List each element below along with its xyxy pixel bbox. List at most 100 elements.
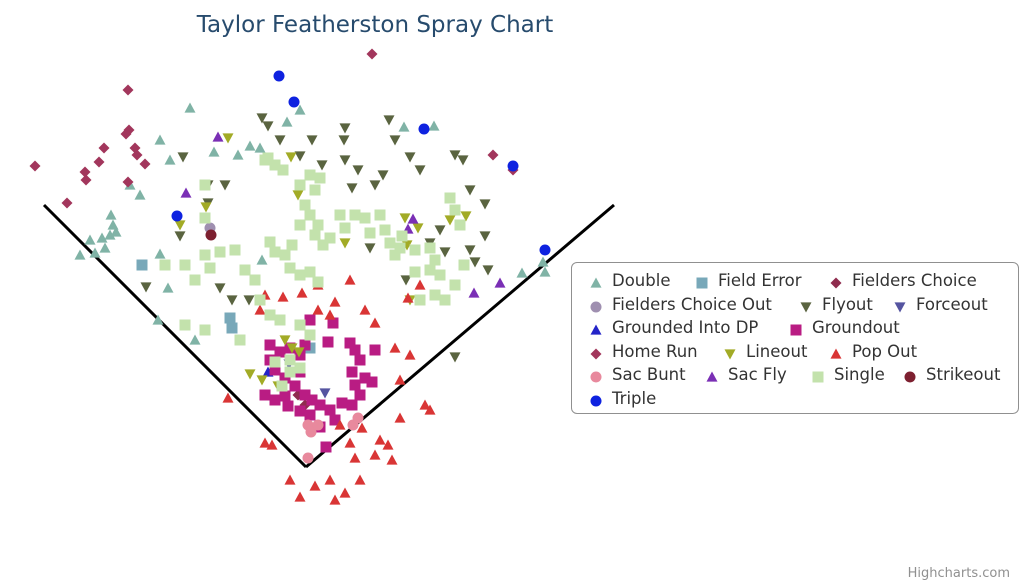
point-lineout[interactable]: [244, 369, 256, 380]
point-triple[interactable]: [288, 96, 300, 108]
point-double[interactable]: [294, 104, 306, 115]
point-groundout[interactable]: [354, 354, 366, 366]
point-groundout[interactable]: [349, 379, 361, 391]
point-single[interactable]: [294, 319, 306, 331]
point-double[interactable]: [105, 209, 117, 220]
point-sac-fly[interactable]: [180, 187, 192, 198]
point-single[interactable]: [294, 269, 306, 281]
point-single[interactable]: [374, 209, 386, 221]
point-double[interactable]: [96, 232, 108, 243]
point-flyout[interactable]: [214, 283, 226, 294]
point-flyout[interactable]: [449, 150, 461, 161]
point-double[interactable]: [154, 248, 166, 259]
point-pop-out[interactable]: [344, 274, 356, 285]
point-groundout[interactable]: [274, 346, 286, 358]
point-home-run[interactable]: [93, 156, 105, 168]
point-flyout[interactable]: [274, 135, 286, 146]
point-pop-out[interactable]: [354, 474, 366, 485]
point-pop-out[interactable]: [254, 304, 266, 315]
point-flyout[interactable]: [294, 151, 306, 162]
point-triple[interactable]: [539, 244, 551, 256]
point-single[interactable]: [274, 314, 286, 326]
point-double[interactable]: [104, 229, 116, 240]
point-flyout[interactable]: [256, 113, 268, 124]
point-groundout[interactable]: [329, 414, 341, 426]
point-single[interactable]: [424, 242, 436, 254]
point-flyout[interactable]: [339, 155, 351, 166]
point-sac-bunt[interactable]: [305, 426, 317, 438]
point-pop-out[interactable]: [386, 454, 398, 465]
point-home-run[interactable]: [122, 84, 134, 96]
point-double[interactable]: [537, 256, 549, 267]
point-double[interactable]: [84, 234, 96, 245]
point-groundout[interactable]: [259, 389, 271, 401]
point-flyout[interactable]: [174, 231, 186, 242]
point-lineout[interactable]: [222, 133, 234, 144]
point-single[interactable]: [299, 199, 311, 211]
point-flyout[interactable]: [338, 135, 350, 146]
point-single[interactable]: [262, 152, 274, 164]
point-double[interactable]: [244, 140, 256, 151]
point-single[interactable]: [339, 222, 351, 234]
point-single[interactable]: [214, 246, 226, 258]
point-pop-out[interactable]: [296, 287, 308, 298]
point-single[interactable]: [234, 334, 246, 346]
point-single[interactable]: [269, 356, 281, 368]
point-double[interactable]: [184, 102, 196, 113]
point-single[interactable]: [304, 266, 316, 278]
point-groundout[interactable]: [304, 314, 316, 326]
point-double[interactable]: [89, 247, 101, 258]
point-groundout[interactable]: [279, 390, 291, 402]
point-lineout[interactable]: [399, 213, 411, 224]
point-home-run[interactable]: [487, 149, 499, 161]
point-lineout[interactable]: [200, 202, 212, 213]
point-groundout[interactable]: [336, 397, 348, 409]
point-lineout[interactable]: [444, 215, 456, 226]
point-groundout[interactable]: [344, 337, 356, 349]
point-single[interactable]: [294, 362, 306, 374]
point-lineout[interactable]: [285, 152, 297, 163]
point-single[interactable]: [429, 254, 441, 266]
point-single[interactable]: [364, 227, 376, 239]
point-pop-out[interactable]: [222, 392, 234, 403]
point-flyout[interactable]: [482, 265, 494, 276]
point-pop-out[interactable]: [334, 419, 346, 430]
point-double[interactable]: [208, 146, 220, 157]
point-pop-out[interactable]: [374, 434, 386, 445]
point-flyout[interactable]: [346, 183, 358, 194]
point-lineout[interactable]: [412, 223, 424, 234]
point-sac-fly[interactable]: [407, 213, 419, 224]
point-flyout[interactable]: [439, 247, 451, 258]
point-double[interactable]: [232, 149, 244, 160]
point-single[interactable]: [309, 184, 321, 196]
point-flyout[interactable]: [464, 245, 476, 256]
point-flyout[interactable]: [404, 152, 416, 163]
point-double[interactable]: [516, 267, 528, 278]
point-flyout[interactable]: [352, 165, 364, 176]
point-pop-out[interactable]: [339, 487, 351, 498]
point-triple[interactable]: [418, 123, 430, 135]
point-single[interactable]: [449, 279, 461, 291]
point-flyout[interactable]: [369, 180, 381, 191]
point-single[interactable]: [454, 219, 466, 231]
point-flyout[interactable]: [479, 199, 491, 210]
point-double[interactable]: [152, 314, 164, 325]
point-pop-out[interactable]: [324, 474, 336, 485]
point-forceout[interactable]: [319, 388, 331, 399]
point-pop-out[interactable]: [369, 317, 381, 328]
credits-link[interactable]: Highcharts.com: [907, 566, 1010, 581]
point-double[interactable]: [189, 334, 201, 345]
point-single[interactable]: [314, 172, 326, 184]
point-single[interactable]: [384, 237, 396, 249]
point-single[interactable]: [349, 209, 361, 221]
point-lineout[interactable]: [174, 220, 186, 231]
point-double[interactable]: [256, 254, 268, 265]
point-double[interactable]: [281, 116, 293, 127]
point-pop-out[interactable]: [312, 304, 324, 315]
point-single[interactable]: [264, 236, 276, 248]
point-single[interactable]: [444, 192, 456, 204]
point-triple[interactable]: [507, 160, 519, 172]
point-home-run[interactable]: [131, 149, 143, 161]
point-flyout[interactable]: [389, 135, 401, 146]
point-single[interactable]: [284, 366, 296, 378]
